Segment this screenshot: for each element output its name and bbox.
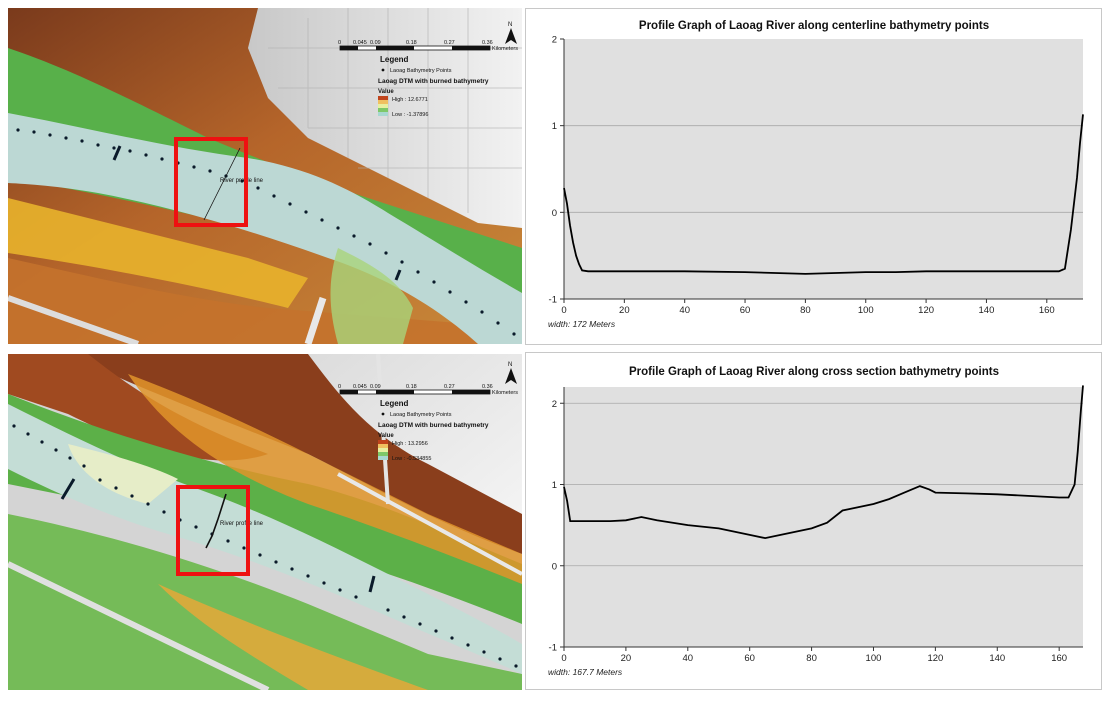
- x-tick-label: 160: [1051, 653, 1067, 664]
- svg-text:0.18: 0.18: [406, 40, 417, 46]
- svg-text:Value: Value: [378, 433, 394, 439]
- x-tick-label: 0: [561, 653, 566, 664]
- profile-chart-bottom: Profile Graph of Laoag River along cross…: [525, 352, 1102, 690]
- svg-text:N: N: [508, 22, 512, 28]
- chart-title: Profile Graph of Laoag River along cente…: [639, 20, 989, 32]
- svg-text:Low : -1.37896: Low : -1.37896: [392, 112, 428, 118]
- north-arrow-icon: N: [505, 362, 517, 384]
- svg-text:Laoag Bathymetry Points: Laoag Bathymetry Points: [390, 412, 452, 418]
- map-panel-bottom: River profile line N 0 0.045 0.09 0.18 0…: [8, 354, 522, 690]
- width-label: width: 172 Meters: [548, 319, 616, 329]
- svg-text:0.09: 0.09: [370, 40, 381, 46]
- svg-text:Laoag DTM with burned bathymet: Laoag DTM with burned bathymetry: [378, 422, 489, 429]
- map-panel-top: River profile line N 0 0.045 0.09 0.18 0…: [8, 8, 522, 344]
- north-arrow-icon: N: [505, 22, 517, 44]
- svg-text:High : 13.2956: High : 13.2956: [392, 441, 428, 447]
- x-tick-label: 140: [979, 305, 995, 316]
- svg-text:Legend: Legend: [380, 55, 409, 64]
- svg-text:Laoag Bathymetry Points: Laoag Bathymetry Points: [390, 68, 452, 74]
- svg-text:0.27: 0.27: [444, 40, 455, 46]
- svg-text:0: 0: [338, 40, 341, 46]
- x-tick-label: 120: [918, 305, 934, 316]
- scale-bar: 0 0.045 0.09 0.18 0.27 0.36 Kilometers: [338, 384, 518, 396]
- svg-text:Legend: Legend: [380, 399, 409, 408]
- x-tick-label: 20: [621, 653, 632, 664]
- dem-map-bottom: River profile line N 0 0.045 0.09 0.18 0…: [8, 354, 522, 690]
- svg-text:Kilometers: Kilometers: [492, 46, 518, 52]
- highlight-box: [174, 137, 248, 227]
- y-tick-label: 1: [552, 480, 557, 491]
- x-tick-label: 20: [619, 305, 630, 316]
- svg-text:High : 12.6771: High : 12.6771: [392, 97, 428, 103]
- x-tick-label: 60: [744, 653, 755, 664]
- x-tick-label: 80: [806, 653, 817, 664]
- svg-text:Value: Value: [378, 89, 394, 95]
- map-legend-bottom: Legend Laoag Bathymetry Points Laoag DTM…: [378, 399, 489, 462]
- profile-line-label: River profile line: [220, 178, 264, 184]
- dem-map-top: River profile line N 0 0.045 0.09 0.18 0…: [8, 8, 522, 344]
- profile-line: [563, 114, 1084, 275]
- highlight-box: [176, 485, 250, 576]
- svg-text:0.36: 0.36: [482, 40, 493, 46]
- svg-text:0.18: 0.18: [406, 384, 417, 390]
- scale-bar: 0 0.045 0.09 0.18 0.27 0.36 Kilometers: [338, 40, 518, 52]
- bathymetry-points-top: [16, 128, 516, 336]
- width-label: width: 167.7 Meters: [548, 667, 623, 677]
- x-tick-label: 120: [927, 653, 943, 664]
- profile-line-label: River profile line: [220, 521, 264, 527]
- svg-text:0.36: 0.36: [482, 384, 493, 390]
- plot-area: [564, 387, 1083, 647]
- svg-text:N: N: [508, 362, 512, 368]
- svg-text:0.045: 0.045: [353, 40, 367, 46]
- y-tick-label: 2: [552, 35, 557, 46]
- svg-text:Laoag DTM with burned bathymet: Laoag DTM with burned bathymetry: [378, 78, 489, 85]
- x-tick-label: 40: [683, 653, 694, 664]
- x-tick-label: 160: [1039, 305, 1055, 316]
- x-tick-label: 100: [866, 653, 882, 664]
- y-tick-label: -1: [549, 643, 557, 654]
- x-tick-label: 80: [800, 305, 811, 316]
- svg-text:0.045: 0.045: [353, 384, 367, 390]
- x-tick-label: 40: [679, 305, 690, 316]
- y-tick-label: -1: [549, 295, 557, 306]
- svg-text:0.09: 0.09: [370, 384, 381, 390]
- x-tick-label: 0: [561, 305, 566, 316]
- y-tick-label: 0: [552, 208, 557, 219]
- svg-text:Kilometers: Kilometers: [492, 390, 518, 396]
- y-tick-label: 2: [552, 399, 557, 410]
- plot-area: [564, 39, 1083, 299]
- chart-title: Profile Graph of Laoag River along cross…: [629, 366, 999, 378]
- y-tick-label: 0: [552, 561, 557, 572]
- svg-text:0: 0: [338, 384, 341, 390]
- x-tick-label: 100: [858, 305, 874, 316]
- profile-chart-top: Profile Graph of Laoag River along cente…: [525, 8, 1102, 345]
- map-legend-top: Legend Laoag Bathymetry Points Laoag DTM…: [378, 55, 489, 118]
- svg-text:0.27: 0.27: [444, 384, 455, 390]
- x-tick-label: 140: [989, 653, 1005, 664]
- svg-text:Low : -0.534855: Low : -0.534855: [392, 456, 431, 462]
- x-tick-label: 60: [740, 305, 751, 316]
- y-tick-label: 1: [552, 121, 557, 132]
